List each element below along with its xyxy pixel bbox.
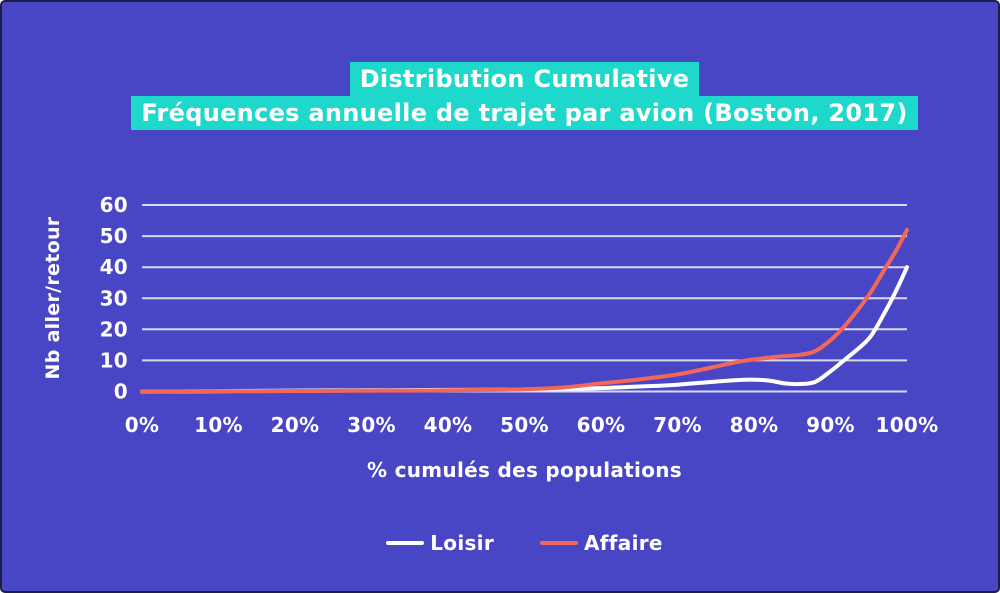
y-tick-label: 20 <box>100 317 128 341</box>
y-tick-label: 30 <box>100 286 128 310</box>
y-tick-label: 10 <box>100 348 128 372</box>
x-tick-label: 40% <box>424 413 473 437</box>
legend-label-loisir: Loisir <box>430 531 494 555</box>
legend-item-loisir: Loisir <box>386 531 494 555</box>
x-tick-label: 20% <box>271 413 320 437</box>
y-tick-label: 40 <box>100 255 128 279</box>
affaire-line <box>140 227 909 394</box>
chart-title-line2: Fréquences annuelle de trajet par avion … <box>131 96 918 130</box>
loisir-line-swatch <box>386 541 425 545</box>
x-tick-label: 0% <box>125 413 160 437</box>
chart-title-line1: Distribution Cumulative <box>349 62 700 96</box>
legend-item-affaire: Affaire <box>540 531 663 555</box>
y-axis-label: Nb aller/retour <box>42 216 64 380</box>
y-tick-label: 0 <box>114 380 128 404</box>
x-tick-label: 90% <box>806 413 855 437</box>
y-tick-label: 50 <box>100 224 128 248</box>
legend-label-affaire: Affaire <box>584 531 663 555</box>
x-axis-label: % cumulés des populations <box>367 458 682 482</box>
x-tick-label: 70% <box>653 413 702 437</box>
x-tick-label: 60% <box>577 413 626 437</box>
x-tick-label: 50% <box>500 413 549 437</box>
affaire-line-swatch <box>540 541 578 545</box>
legend: Loisir Affaire <box>142 531 907 555</box>
x-tick-label: 100% <box>876 413 939 437</box>
chart-title: Distribution Cumulative Fréquences annue… <box>131 62 918 130</box>
y-tick-label: 60 <box>100 193 128 217</box>
x-tick-label: 80% <box>730 413 779 437</box>
x-tick-label: 30% <box>347 413 396 437</box>
x-tick-label: 10% <box>194 413 243 437</box>
